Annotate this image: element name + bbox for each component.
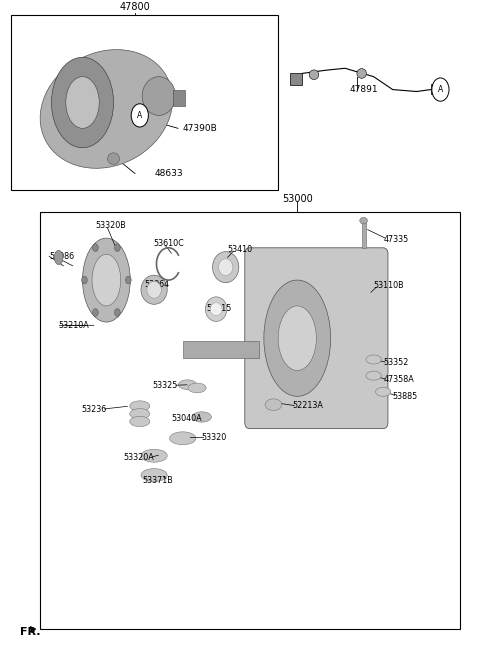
FancyBboxPatch shape xyxy=(11,15,278,190)
Text: 53320A: 53320A xyxy=(123,453,154,462)
Circle shape xyxy=(82,276,87,284)
Circle shape xyxy=(93,308,98,316)
Ellipse shape xyxy=(130,409,150,419)
Text: 53885: 53885 xyxy=(393,392,418,401)
Bar xyxy=(183,341,259,358)
Text: 53610C: 53610C xyxy=(153,239,184,248)
Bar xyxy=(173,90,185,106)
Circle shape xyxy=(115,308,120,316)
Ellipse shape xyxy=(54,251,63,264)
Circle shape xyxy=(131,104,148,127)
Ellipse shape xyxy=(169,432,196,445)
Text: A: A xyxy=(137,111,143,120)
Text: 53325: 53325 xyxy=(153,381,178,390)
Text: 47335: 47335 xyxy=(383,235,408,244)
Bar xyxy=(290,73,302,85)
Text: 47891: 47891 xyxy=(350,85,378,94)
Ellipse shape xyxy=(66,77,99,129)
Ellipse shape xyxy=(108,153,120,165)
Ellipse shape xyxy=(210,302,222,316)
Text: FR.: FR. xyxy=(21,626,41,636)
Ellipse shape xyxy=(360,217,367,224)
Ellipse shape xyxy=(141,449,167,462)
FancyBboxPatch shape xyxy=(245,248,388,428)
Circle shape xyxy=(93,244,98,251)
Ellipse shape xyxy=(278,306,316,371)
Ellipse shape xyxy=(130,401,150,411)
Ellipse shape xyxy=(179,380,197,390)
Circle shape xyxy=(115,244,120,251)
Ellipse shape xyxy=(375,387,391,396)
Text: 52213A: 52213A xyxy=(292,401,324,411)
Bar xyxy=(431,84,442,94)
Ellipse shape xyxy=(92,255,120,306)
Text: 48633: 48633 xyxy=(154,169,183,178)
Ellipse shape xyxy=(218,258,233,276)
Bar xyxy=(362,222,365,248)
Text: 53040A: 53040A xyxy=(171,415,202,423)
Text: 53352: 53352 xyxy=(383,358,408,367)
Text: 53215: 53215 xyxy=(206,304,232,313)
Text: 47358A: 47358A xyxy=(383,375,414,384)
Text: 53320B: 53320B xyxy=(96,220,127,230)
Ellipse shape xyxy=(264,280,331,396)
Text: 53320: 53320 xyxy=(202,433,227,442)
Ellipse shape xyxy=(147,281,161,298)
Circle shape xyxy=(432,78,449,101)
Ellipse shape xyxy=(309,70,319,79)
Text: 47390B: 47390B xyxy=(183,124,217,133)
Ellipse shape xyxy=(213,252,239,283)
Ellipse shape xyxy=(205,297,227,321)
Text: 53236: 53236 xyxy=(81,405,107,414)
Ellipse shape xyxy=(141,468,167,482)
Text: A: A xyxy=(438,85,443,94)
Ellipse shape xyxy=(141,276,167,304)
FancyBboxPatch shape xyxy=(39,213,459,629)
Text: 53110B: 53110B xyxy=(373,281,404,290)
Ellipse shape xyxy=(265,399,282,411)
Text: 53371B: 53371B xyxy=(143,476,173,485)
Text: 53410: 53410 xyxy=(228,245,252,254)
Circle shape xyxy=(125,276,131,284)
Text: 53086: 53086 xyxy=(49,252,74,260)
Text: 53064: 53064 xyxy=(144,280,170,289)
Ellipse shape xyxy=(192,412,211,422)
Ellipse shape xyxy=(40,50,173,169)
Ellipse shape xyxy=(357,69,366,78)
Ellipse shape xyxy=(366,371,381,380)
Ellipse shape xyxy=(142,77,176,115)
Text: 47800: 47800 xyxy=(120,2,150,12)
Text: 53000: 53000 xyxy=(282,194,312,205)
Ellipse shape xyxy=(130,417,150,426)
Ellipse shape xyxy=(188,383,206,393)
Ellipse shape xyxy=(366,355,381,364)
Text: 53210A: 53210A xyxy=(59,321,89,330)
Ellipse shape xyxy=(83,238,130,322)
Ellipse shape xyxy=(51,57,114,148)
